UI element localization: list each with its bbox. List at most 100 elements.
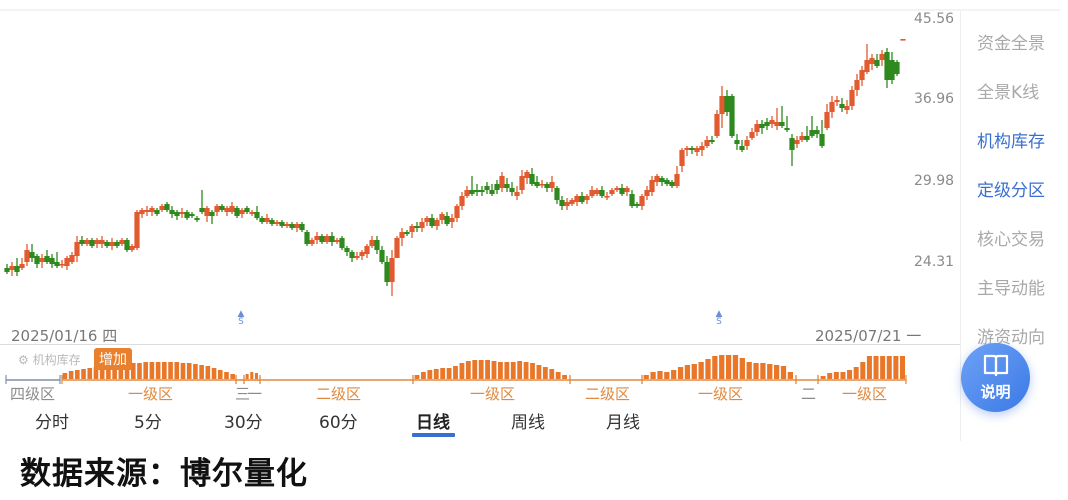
candle-body	[734, 140, 740, 144]
inventory-bar	[205, 366, 211, 379]
signal-s-marker[interactable]: ▲ S	[715, 309, 723, 327]
candle-body	[164, 204, 170, 210]
inventory-bar	[162, 362, 167, 379]
inventory-bar	[767, 364, 773, 379]
candle-body	[689, 148, 695, 150]
candle-body	[89, 240, 95, 246]
sidebar-item-定级分区[interactable]: 定级分区	[977, 181, 1045, 201]
candle-body	[604, 196, 610, 198]
sidebar-item-主导动能[interactable]: 主导动能	[977, 279, 1045, 299]
inventory-bar	[68, 371, 74, 379]
candle-body	[834, 100, 840, 102]
candle-body	[819, 134, 825, 146]
candle-body	[259, 218, 265, 222]
inventory-bar	[650, 372, 656, 379]
candle-body	[739, 146, 745, 150]
inventory-bar	[787, 372, 793, 379]
zone-label: 一级区	[470, 385, 516, 403]
inventory-bar	[93, 367, 99, 379]
inventory-bar	[860, 362, 866, 379]
tab-5分[interactable]: 5分	[134, 413, 162, 433]
inventory-bar	[774, 365, 780, 379]
inventory-bar	[478, 360, 484, 379]
book-icon	[983, 354, 1009, 377]
inventory-bar	[143, 362, 148, 379]
candle-body	[299, 224, 305, 230]
zone-label: 一级区	[698, 385, 744, 403]
inventory-bar	[130, 363, 136, 379]
candle-body	[624, 188, 630, 192]
candle-body	[264, 218, 270, 222]
active-tab-indicator	[412, 433, 455, 437]
tab-周线[interactable]: 周线	[511, 413, 545, 433]
candle-body	[314, 236, 320, 240]
candle-body	[609, 190, 615, 194]
candle-body	[774, 122, 780, 126]
inventory-bar	[498, 362, 503, 379]
inventory-bar	[155, 362, 161, 379]
candle-body	[379, 250, 385, 262]
candle-body	[429, 218, 435, 226]
inventory-bar	[459, 363, 465, 379]
candle-body	[364, 246, 370, 254]
candle-body	[184, 212, 190, 218]
inventory-bar	[440, 368, 446, 379]
candle-body	[94, 240, 100, 244]
candle-body	[784, 128, 790, 130]
candle-body	[869, 58, 875, 64]
candle-body	[629, 194, 635, 206]
inventory-bar	[657, 371, 663, 379]
candle-body	[779, 122, 785, 126]
tab-30分[interactable]: 30分	[224, 413, 263, 433]
inventory-bar	[833, 372, 839, 379]
candle-body	[714, 114, 720, 136]
inventory-bar	[230, 374, 235, 379]
candle-body	[664, 180, 670, 184]
inventory-bar	[446, 368, 452, 379]
sidebar-item-核心交易[interactable]: 核心交易	[977, 230, 1045, 250]
inventory-bar	[873, 356, 879, 379]
candle-body	[324, 236, 330, 242]
inventory-bar	[87, 368, 93, 379]
inventory-bar	[75, 370, 80, 379]
tab-日线[interactable]: 日线	[416, 413, 450, 433]
tab-分时[interactable]: 分时	[35, 413, 69, 433]
indicator-legend[interactable]: ⚙ 机构库存	[18, 353, 81, 367]
candle-body	[659, 178, 665, 182]
end-date-label: 2025/07/21 一	[815, 327, 922, 345]
sidebar-item-机构库存[interactable]: 机构库存	[977, 132, 1045, 152]
candle-body	[824, 112, 830, 128]
candle-body	[319, 236, 325, 242]
candle-body	[614, 188, 620, 190]
inventory-bar	[485, 360, 490, 379]
signal-s-marker[interactable]: ▲ S	[237, 309, 245, 327]
candle-body	[304, 232, 310, 244]
candle-body	[889, 60, 895, 80]
candle-body	[809, 130, 815, 136]
candle-body	[744, 140, 750, 146]
candle-body	[474, 190, 480, 192]
tab-60分[interactable]: 60分	[319, 413, 358, 433]
candle-body	[484, 186, 490, 190]
candle-body	[224, 208, 230, 212]
candlestick-chart[interactable]	[0, 0, 960, 420]
candle-body	[159, 206, 165, 210]
inventory-bar	[886, 356, 892, 379]
candle-body	[499, 176, 505, 188]
inventory-bar	[562, 375, 567, 379]
sidebar-item-全景K线[interactable]: 全景K线	[977, 83, 1040, 103]
zone-label: 三	[235, 385, 251, 403]
sidebar-item-资金全景[interactable]: 资金全景	[977, 34, 1045, 54]
candle-body	[514, 192, 520, 196]
zone-label: 四级区	[10, 385, 56, 403]
candle-body	[419, 222, 425, 228]
candle-body	[99, 240, 105, 244]
inventory-bar	[746, 362, 752, 379]
candle-body	[244, 208, 250, 212]
tab-月线[interactable]: 月线	[606, 413, 640, 433]
candle-body	[559, 200, 565, 206]
inventory-bar	[106, 365, 111, 379]
candle-body	[864, 60, 870, 72]
help-button[interactable]: 说明	[961, 343, 1030, 412]
inventory-bar	[880, 356, 886, 379]
